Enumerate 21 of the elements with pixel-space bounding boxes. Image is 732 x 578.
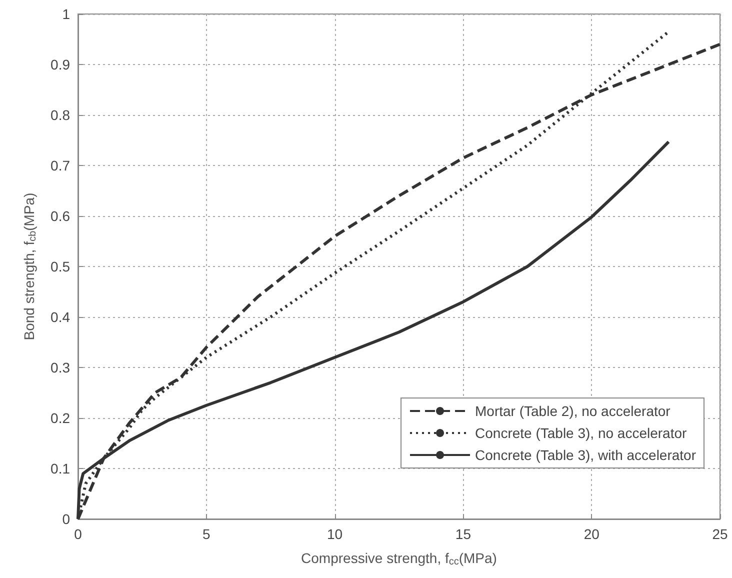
y-tick-label: 0.9 <box>50 56 70 72</box>
y-tick-label: 0.5 <box>50 258 70 274</box>
y-tick-label: 0.6 <box>50 208 70 224</box>
y-tick-label: 0.2 <box>50 410 70 426</box>
y-tick-label: 0 <box>62 511 70 527</box>
x-tick-label: 25 <box>712 526 728 542</box>
y-tick-label: 0.4 <box>50 309 70 325</box>
x-tick-label: 10 <box>327 526 343 542</box>
y-tick-label: 0.3 <box>50 360 70 376</box>
legend-label: Concrete (Table 3), with accelerator <box>475 447 696 463</box>
y-axis-title: Bond strength, fcb(MPa) <box>21 192 38 340</box>
y-tick-label: 0.7 <box>50 158 70 174</box>
x-tick-label: 15 <box>455 526 472 542</box>
x-tick-label: 5 <box>202 526 210 542</box>
legend-label: Mortar (Table 2), no accelerator <box>475 403 671 419</box>
x-tick-label: 0 <box>74 526 82 542</box>
x-tick-label: 20 <box>584 526 600 542</box>
y-tick-label: 0.1 <box>50 460 70 476</box>
y-tick-label: 1 <box>62 6 70 22</box>
y-tick-label: 0.8 <box>50 107 70 123</box>
legend-label: Concrete (Table 3), no accelerator <box>475 425 688 441</box>
